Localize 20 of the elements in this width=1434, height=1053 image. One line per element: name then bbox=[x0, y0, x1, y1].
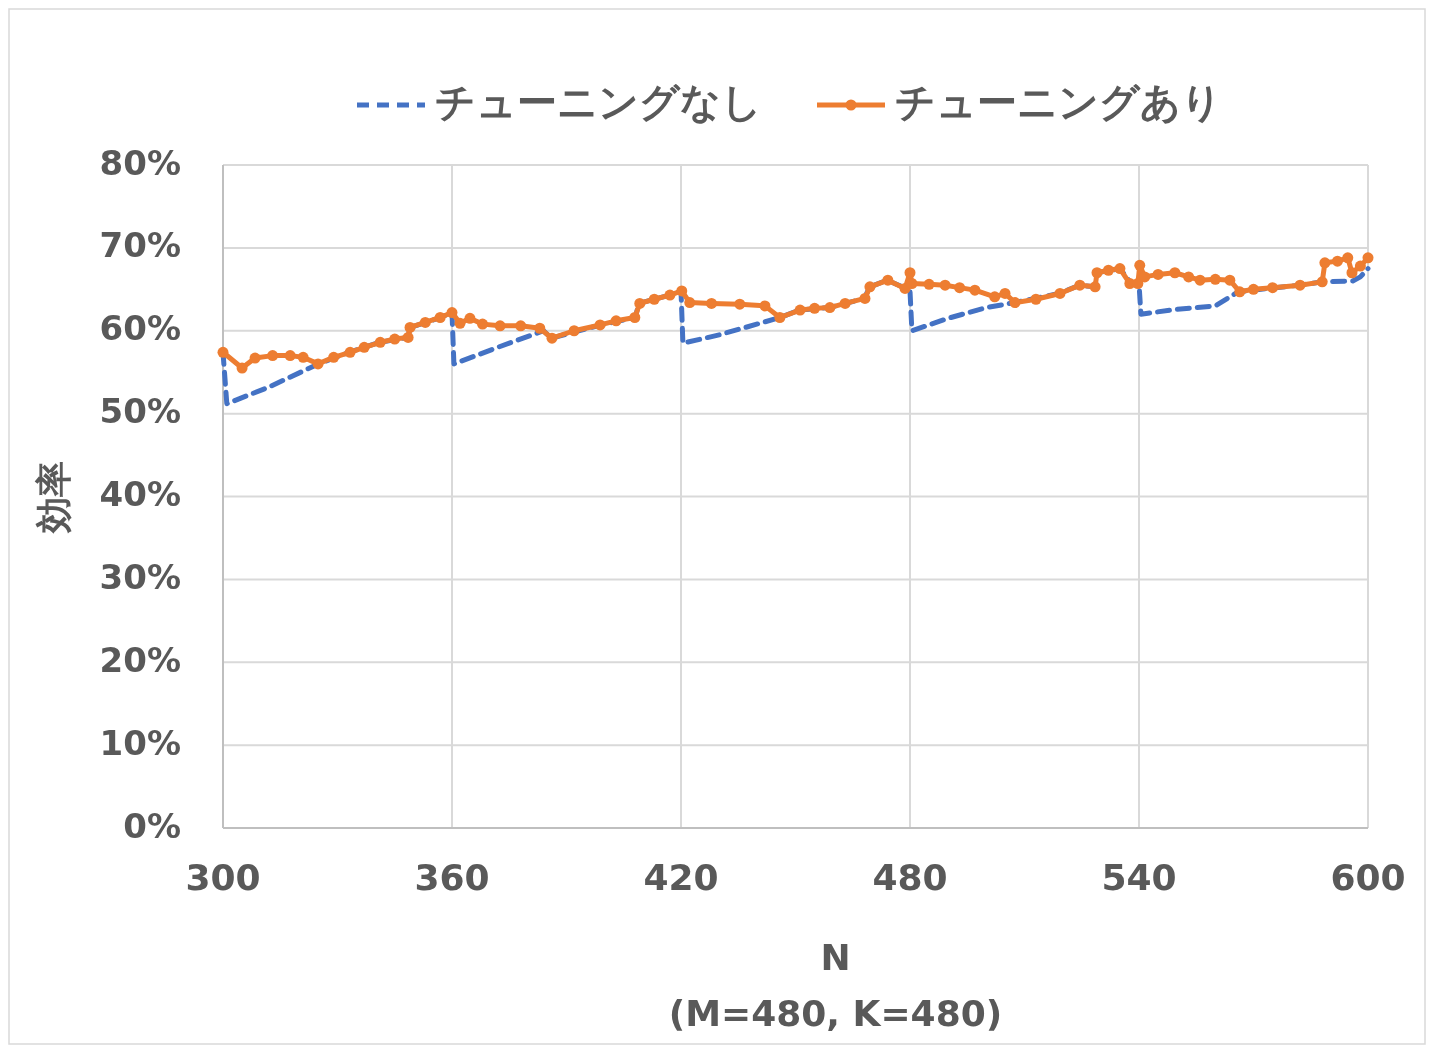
y-tick-label: 0% bbox=[123, 805, 181, 846]
text: (M=480, K=480) bbox=[668, 993, 1003, 1034]
x-tick-label: 360 bbox=[414, 857, 490, 898]
x-tick-label: 420 bbox=[643, 857, 719, 898]
x-axis-title: N bbox=[820, 937, 851, 978]
y-tick-label: 60% bbox=[99, 308, 181, 349]
y-tick-label: 20% bbox=[99, 639, 181, 680]
x-tick-label: 480 bbox=[872, 857, 948, 898]
y-axis-title: 効率 bbox=[33, 460, 74, 534]
y-tick-label: 30% bbox=[99, 556, 181, 597]
x-tick-label: 600 bbox=[1330, 857, 1406, 898]
y-tick-label: 40% bbox=[99, 474, 181, 514]
x-tick-label: 540 bbox=[1101, 857, 1177, 898]
y-tick-label: 70% bbox=[99, 225, 181, 266]
legend-label: チューニングあり bbox=[895, 79, 1222, 125]
legend-label: チューニングなし bbox=[435, 79, 762, 125]
y-tick-label: 80% bbox=[99, 142, 181, 183]
x-tick-label: 300 bbox=[185, 857, 261, 898]
y-tick-label: 10% bbox=[99, 722, 181, 763]
y-tick-label: 50% bbox=[99, 391, 181, 432]
